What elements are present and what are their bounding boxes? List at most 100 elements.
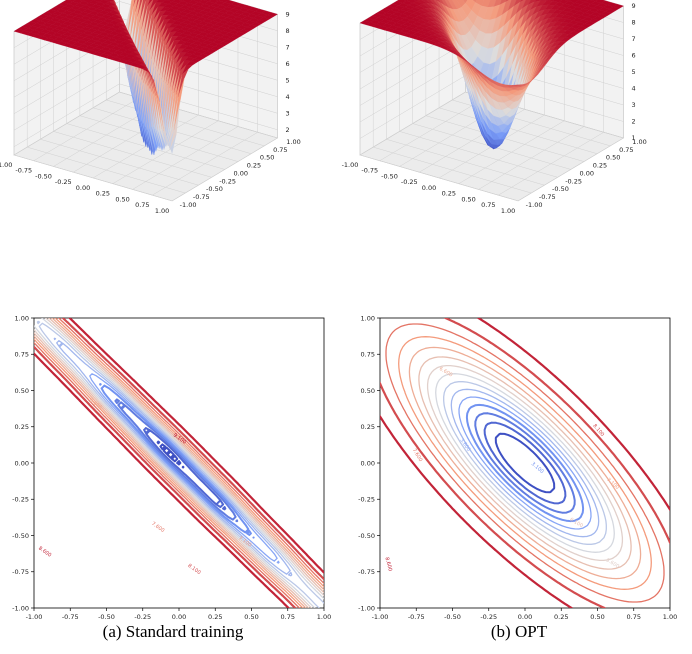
contour-level: [36, 320, 324, 608]
y-tick-label: -0.25: [565, 177, 582, 185]
x-tick-label: -0.75: [408, 613, 425, 620]
contour-level: [34, 318, 324, 608]
y-tick-label: -0.50: [358, 532, 375, 540]
y-tick-label: -1.00: [358, 604, 375, 612]
y-tick-label: -0.75: [539, 193, 556, 201]
contour-level: [474, 412, 576, 514]
y-tick-label: -1.00: [526, 201, 543, 209]
x-tick-label: 0.00: [422, 184, 436, 192]
x-tick-label: 0.25: [442, 190, 456, 198]
x-tick-label: -0.75: [62, 613, 79, 620]
x-tick-label: 0.75: [135, 201, 149, 209]
z-tick-label: 5: [632, 68, 636, 76]
contour-level: [34, 318, 324, 608]
z-tick-label: 1: [632, 134, 636, 142]
y-tick-label: 1.00: [361, 314, 375, 322]
contour-level: [34, 318, 324, 608]
contour-plot-opt: -1.00 -0.75 -0.50 -0.25 0.00 0.25 0.50 0.75 1.00…: [358, 314, 677, 620]
y-tick-label: -0.75: [12, 568, 29, 576]
y-tick-label: 0.50: [361, 387, 375, 395]
z-tick-label: 7: [632, 35, 636, 43]
x-tick-label: 0.75: [481, 201, 495, 209]
x-tick-label: 0.25: [554, 613, 568, 620]
y-tick-label: -0.75: [358, 568, 375, 576]
contour-level: [426, 364, 624, 562]
y-tick-label: 0.50: [15, 387, 29, 395]
gridline: [359, 91, 624, 156]
z-tick-label: 8: [632, 19, 636, 27]
y-tick-label: -0.25: [358, 496, 375, 504]
y-tick-label: -1.00: [12, 604, 29, 612]
y-tick-label: -0.50: [12, 532, 29, 540]
caption-standard-training: (a) Standard training: [102, 622, 244, 641]
figure-canvas: -1.00-0.75-0.50-0.250.000.250.500.751.00…: [0, 0, 677, 620]
gridline: [26, 23, 186, 194]
x-tick-label: 0.50: [115, 195, 129, 203]
contour-level: [89, 373, 280, 564]
gridline: [13, 83, 278, 147]
y-tick-label: 0.00: [234, 169, 248, 177]
gridline: [40, 15, 199, 186]
contour-level: [483, 421, 567, 505]
y-tick-label: 0.25: [247, 162, 261, 170]
z-tick-label: 4: [632, 85, 636, 93]
x-tick-label: 1.00: [501, 207, 515, 215]
plot-frame: [379, 317, 671, 609]
y-tick-label: 0.00: [15, 459, 29, 467]
y-tick-label: 0.75: [361, 351, 375, 359]
z-tick-label: 2: [632, 118, 636, 126]
x-tick-label: -0.50: [35, 172, 52, 180]
contour-level: [458, 396, 592, 530]
y-tick-label: 0.00: [580, 169, 594, 177]
z-tick-label: 9: [286, 10, 290, 18]
x-tick-label: -1.00: [0, 161, 12, 169]
z-tick-label: 4: [286, 93, 290, 101]
contour-level: [34, 318, 324, 608]
x-tick-label: 0.75: [281, 613, 295, 620]
x-tick-label: 0.50: [590, 613, 604, 620]
y-tick-label: 0.75: [619, 146, 633, 154]
z-tick-label: 8: [286, 27, 290, 35]
contour-level: [494, 432, 556, 494]
x-tick-label: 0.25: [96, 190, 110, 198]
y-tick-label: 1.00: [15, 314, 29, 322]
contour-level: [53, 337, 293, 577]
y-tick-label: -0.75: [193, 193, 210, 201]
x-tick-label: 0.00: [518, 613, 532, 620]
x-tick-label: 0.25: [208, 613, 222, 620]
contour-level: [408, 346, 642, 580]
surface-patch: [135, 0, 140, 12]
y-tick-label: -0.25: [219, 177, 236, 185]
contour-level: [465, 403, 585, 523]
x-tick-label: 1.00: [317, 613, 331, 620]
y-tick-label: -0.50: [206, 185, 223, 193]
y-tick-label: -1.00: [180, 201, 197, 209]
contour-level: [380, 318, 670, 608]
gridline: [13, 31, 173, 202]
contour-level: [34, 318, 324, 608]
x-tick-label: -0.50: [98, 613, 115, 620]
x-tick-label: -0.25: [134, 613, 151, 620]
gridline: [13, 67, 278, 131]
y-tick-label: 0.50: [260, 154, 274, 162]
x-tick-label: 1.00: [155, 207, 169, 215]
contour-level: [114, 398, 239, 523]
contour-level-label: 8.600: [383, 557, 393, 572]
contour-level: [34, 318, 324, 608]
y-tick-label: 0.25: [361, 423, 375, 431]
surface-plot-opt: -1.00-0.75-0.50-0.250.000.250.500.751.00…: [342, 0, 647, 215]
y-tick-label: -0.25: [12, 496, 29, 504]
x-tick-label: -0.50: [444, 613, 461, 620]
x-tick-label: -0.25: [55, 178, 72, 186]
contour-lines: [34, 318, 324, 608]
contour-lines: [380, 318, 670, 608]
contour-level: [418, 356, 632, 570]
x-tick-label: -0.25: [401, 178, 418, 186]
contour-level: [34, 318, 324, 608]
x-tick-label: 0.50: [461, 195, 475, 203]
z-tick-label: 7: [286, 43, 290, 51]
x-tick-label: 0.75: [627, 613, 641, 620]
contour-level: [443, 381, 607, 545]
x-tick-label: -0.25: [480, 613, 497, 620]
contour-level: [398, 336, 652, 590]
